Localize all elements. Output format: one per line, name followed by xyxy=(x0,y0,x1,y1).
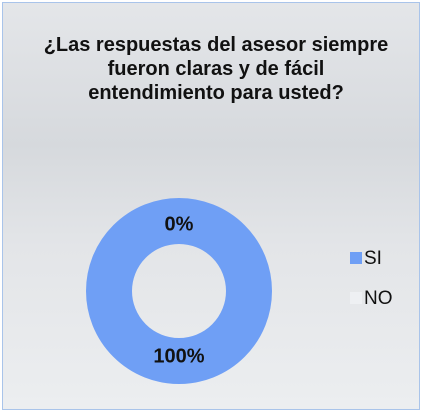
chart-frame: ¿Las respuestas del asesor siempre fuero… xyxy=(2,2,420,410)
chart-title: ¿Las respuestas del asesor siempre fuero… xyxy=(43,34,389,104)
chart: 100% 0% SI NO xyxy=(86,198,393,384)
legend-label: NO xyxy=(364,288,393,309)
slice xyxy=(86,198,272,384)
legend-swatch xyxy=(350,292,362,304)
data-label: 0% xyxy=(165,213,194,235)
legend-label: SI xyxy=(364,248,382,269)
data-label: 100% xyxy=(153,345,204,367)
legend-swatch xyxy=(350,252,362,264)
